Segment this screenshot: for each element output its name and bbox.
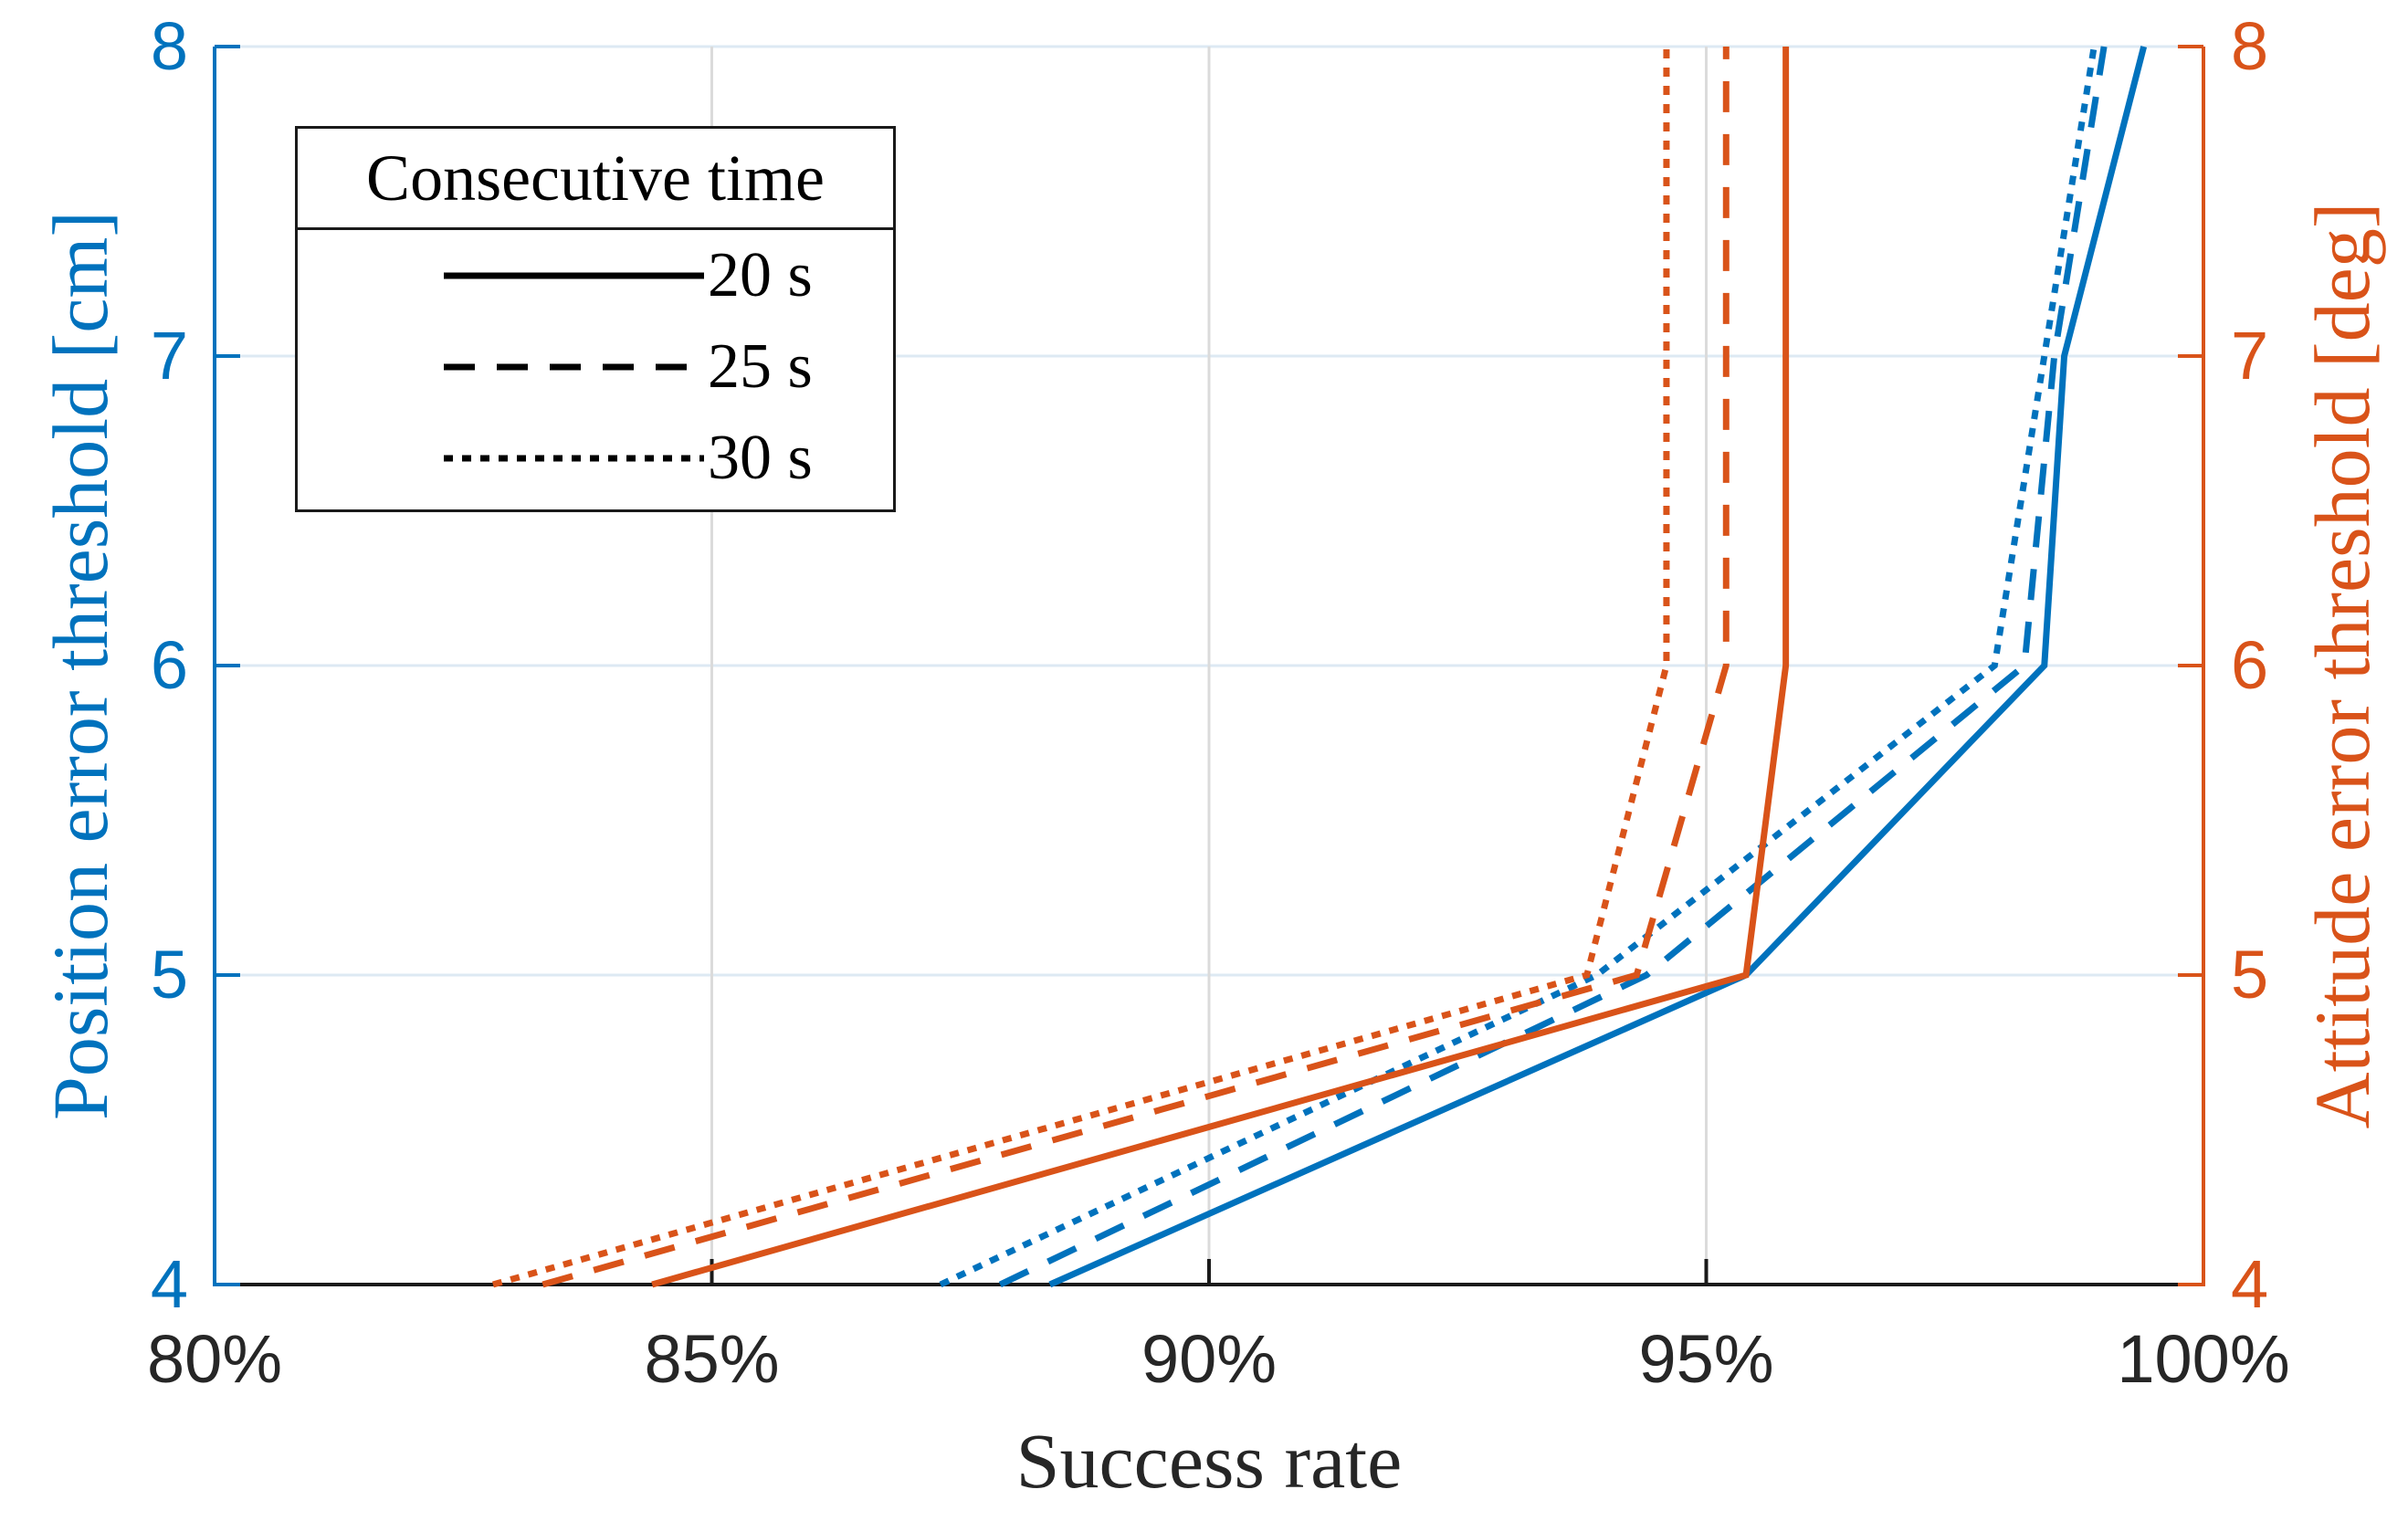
x-tick-label: 80% <box>146 1321 283 1397</box>
x-axis-title: Success rate <box>1015 1417 1403 1505</box>
left-y-tick-label: 6 <box>150 627 188 703</box>
legend-entry-label: 20 s <box>708 240 813 310</box>
right-y-axis-title: Attitude error threshold [deg] <box>2298 202 2386 1129</box>
legend-title: Consecutive time <box>298 129 893 230</box>
legend-entry-30s: 30 s <box>298 413 893 504</box>
x-tick-label: 100% <box>2117 1321 2290 1397</box>
legend-entry-label: 25 s <box>708 331 813 402</box>
legend: Consecutive time 20 s 25 s 30 s <box>295 126 896 512</box>
left-y-axis-title: Position error threshold [cm] <box>37 211 124 1120</box>
right-y-tick-label: 6 <box>2231 627 2269 703</box>
series-line-left-dashed <box>998 46 2108 1288</box>
left-y-tick-label: 8 <box>150 8 188 84</box>
legend-entry-label: 30 s <box>708 423 813 493</box>
x-tick-label: 90% <box>1141 1321 1278 1397</box>
left-y-tick-label: 7 <box>150 318 188 393</box>
legend-entry-25s: 25 s <box>298 321 893 413</box>
x-tick-label: 95% <box>1638 1321 1774 1397</box>
left-y-tick-label: 4 <box>150 1246 188 1322</box>
series-line-right-dotted <box>491 47 1670 1288</box>
x-tick-label: 85% <box>644 1321 780 1397</box>
right-y-tick-label: 4 <box>2231 1246 2269 1322</box>
right-y-tick-label: 5 <box>2231 937 2269 1012</box>
right-y-tick-label: 7 <box>2231 318 2269 393</box>
solid-line-sample-icon <box>444 272 704 279</box>
dashed-line-sample-icon <box>444 363 704 371</box>
right-y-tick-label: 8 <box>2231 8 2269 84</box>
legend-entry-20s: 20 s <box>298 230 893 321</box>
left-y-tick-label: 5 <box>150 937 188 1012</box>
series-line-left-solid <box>1048 46 2148 1288</box>
dotted-line-sample-icon <box>444 455 704 462</box>
series-line-right-dashed <box>542 47 1730 1288</box>
series-line-right-solid <box>651 47 1790 1288</box>
